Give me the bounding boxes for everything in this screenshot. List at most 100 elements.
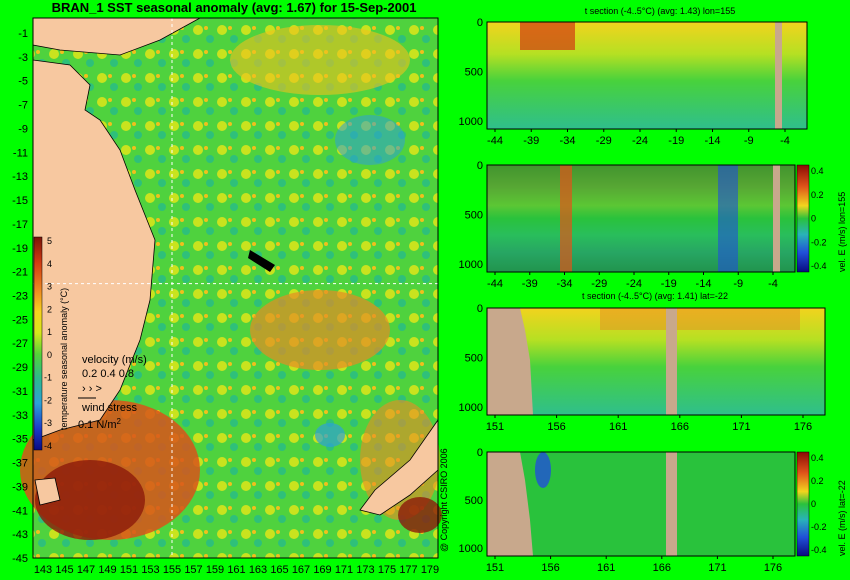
panel-x-tick-label: 161	[609, 421, 627, 433]
map-x-tick-label: 177	[399, 564, 417, 576]
sst-colorbar-tick: 5	[47, 236, 52, 246]
panel-y-tick-label: 500	[465, 353, 483, 365]
panel-x-tick-label: 161	[597, 562, 615, 574]
map-x-tick-label: 157	[184, 564, 202, 576]
sst-colorbar-tick: -4	[44, 441, 52, 451]
map-x-tick-label: 151	[120, 564, 138, 576]
map-y-tick-label: -29	[12, 362, 28, 374]
vel-lat-jet-neg	[535, 452, 551, 488]
panel-x-tick-label: 151	[486, 562, 504, 574]
new-caledonia-outline	[248, 250, 275, 272]
map-y-axis: -1 -3 -5 -7 -9 -11 -13 -15 -17 -19 -21 -23 -25 -27 -29…	[12, 28, 28, 565]
map-x-tick-label: 153	[141, 564, 159, 576]
panel-x-tick-label: -39	[523, 135, 539, 147]
map-x-tick-label: 155	[163, 564, 181, 576]
warm-region-central	[250, 290, 390, 370]
panel-y-tick-label: 0	[477, 447, 483, 459]
panel-y-tick-label: 500	[465, 210, 483, 222]
cool-region-south	[315, 423, 345, 447]
panel-x-tick-label: 156	[547, 421, 565, 433]
map-frame	[32, 17, 439, 559]
t-section-lon-frame	[486, 21, 808, 130]
map-y-tick-label: -35	[12, 434, 28, 446]
panel-y-tick-label: 1000	[459, 116, 483, 128]
vel-lat-ridge	[666, 452, 677, 556]
panel-x-tick-label: -29	[591, 278, 607, 290]
map-y-tick-label: -27	[12, 338, 28, 350]
vel-colorbar-tick: -0.4	[811, 261, 827, 271]
cool-region-north	[335, 115, 405, 165]
panel-y-tick-label: 1000	[459, 543, 483, 555]
vel-lon-colorbar-label: vel. E (m/s) lon=155	[837, 192, 847, 272]
t-section-lat-ridge	[666, 308, 677, 415]
hot-region-bass	[35, 460, 145, 540]
map-y-tick-label: -9	[18, 123, 28, 135]
map-x-tick-label: 171	[335, 564, 353, 576]
vel-lon-jet-neg	[718, 165, 738, 272]
t-section-lat-land	[487, 308, 533, 415]
map-x-tick-label: 179	[421, 564, 439, 576]
panel-y-tick-label: 1000	[459, 259, 483, 271]
sst-colorbar-tick: 3	[47, 282, 52, 292]
panel-x-tick-label: -9	[744, 135, 754, 147]
vel-lat-land	[487, 452, 533, 556]
map-y-tick-label: -5	[18, 76, 28, 88]
sst-colorbar-label: temperature seasonal anomaly (°C)	[59, 288, 69, 430]
t-section-lat-panel: t section (-4..5°C) (avg: 1.41) lat=-22 …	[459, 291, 826, 433]
panel-y-tick-label: 500	[465, 495, 483, 507]
panel-x-tick-label: -24	[626, 278, 642, 290]
vel-colorbar-tick: 0	[811, 214, 816, 224]
australia-landmass	[32, 59, 156, 441]
map-y-tick-label: -13	[12, 171, 28, 183]
panel-x-tick-label: -19	[661, 278, 677, 290]
map-x-tick-label: 161	[227, 564, 245, 576]
panel-y-tick-label: 1000	[459, 402, 483, 414]
map-x-tick-label: 145	[55, 564, 73, 576]
vel-colorbar-tick: 0.4	[811, 166, 824, 176]
map-y-tick-label: -15	[12, 195, 28, 207]
map-x-tick-label: 147	[77, 564, 95, 576]
map-x-tick-label: 169	[313, 564, 331, 576]
t-section-lon-warm	[520, 22, 575, 50]
panel-x-tick-label: 166	[671, 421, 689, 433]
map-y-tick-label: -39	[12, 481, 28, 493]
map-y-tick-label: -33	[12, 410, 28, 422]
velocity-legend-arrows: › › >	[82, 383, 102, 395]
sst-colorbar	[33, 236, 43, 451]
panel-y-tick-label: 0	[477, 160, 483, 172]
map-y-tick-label: -45	[12, 553, 28, 565]
map-y-tick-label: -7	[18, 100, 28, 112]
map-y-tick-label: -43	[12, 529, 28, 541]
map-x-tick-label: 173	[356, 564, 374, 576]
panel-x-tick-label: -4	[780, 135, 790, 147]
map-y-tick-label: -23	[12, 291, 28, 303]
panel-x-tick-label: -44	[487, 278, 503, 290]
vel-lat-colorbar-label: vel. E (m/s) lat=-22	[837, 480, 847, 556]
map-y-tick-label: -25	[12, 314, 28, 326]
map-y-tick-label: -3	[18, 52, 28, 64]
map-x-tick-label: 149	[98, 564, 116, 576]
vel-lat-colorbar	[796, 451, 810, 557]
vel-colorbar-tick: 0.4	[811, 453, 824, 463]
map-y-tick-label: -19	[12, 243, 28, 255]
vel-colorbar-tick: 0	[811, 499, 816, 509]
panel-x-tick-label: -24	[632, 135, 648, 147]
map-x-tick-label: 165	[270, 564, 288, 576]
t-section-lon-land	[775, 22, 782, 129]
panel-y-tick-label: 0	[477, 303, 483, 315]
map-x-tick-label: 167	[292, 564, 310, 576]
vel-lat-frame	[486, 451, 796, 557]
t-section-lat-frame	[486, 307, 826, 416]
map-y-tick-label: -41	[12, 505, 28, 517]
vel-colorbar-tick: 0.2	[811, 476, 824, 486]
panel-x-tick-label: -39	[522, 278, 538, 290]
panel-x-tick-label: -19	[668, 135, 684, 147]
map-y-tick-label: -1	[18, 28, 28, 40]
sst-colorbar-tick: -3	[44, 418, 52, 428]
sst-colorbar-ticks: 5 4 3 2 1 0 -1 -2 -3 -4	[44, 236, 52, 451]
sst-colorbar-tick: 1	[47, 327, 52, 337]
map-x-tick-label: 163	[249, 564, 267, 576]
wind-legend-label: wind stress	[81, 402, 138, 414]
